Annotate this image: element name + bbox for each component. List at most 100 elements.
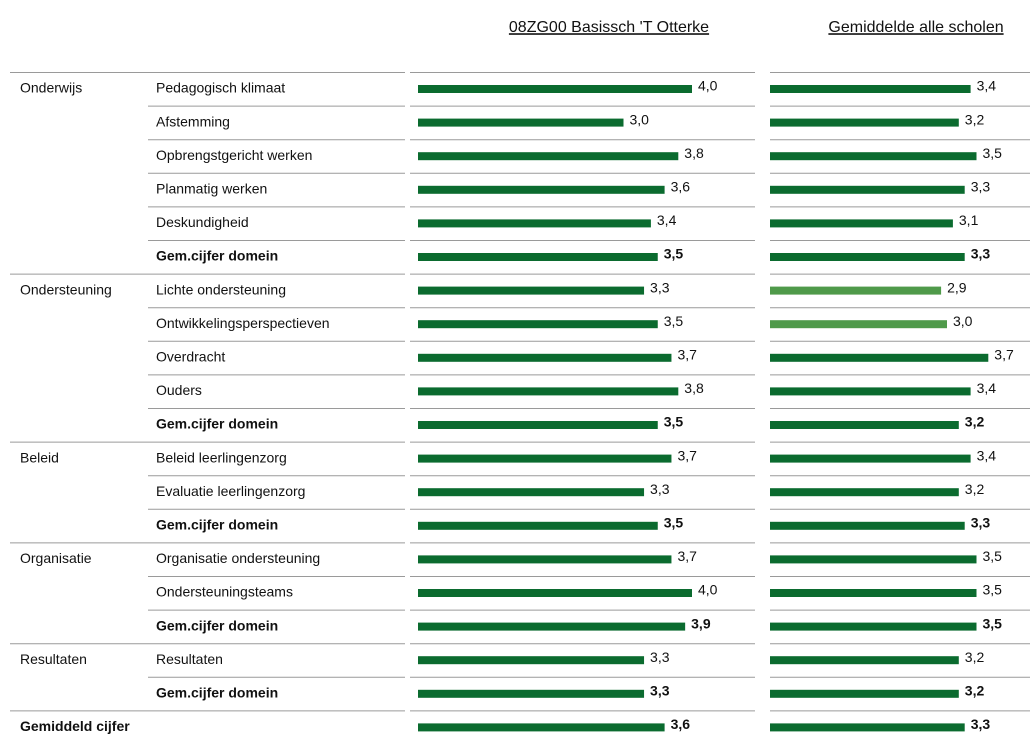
row-label: Evaluatie leerlingenzorg bbox=[156, 483, 305, 499]
school-value: 3,8 bbox=[684, 380, 704, 396]
average-bar bbox=[770, 286, 942, 295]
average-value: 2,9 bbox=[947, 279, 967, 295]
average-value: 3,3 bbox=[971, 246, 991, 262]
row-label: Opbrengstgericht werken bbox=[156, 147, 312, 163]
school-bar bbox=[418, 286, 645, 295]
school-bar bbox=[418, 656, 645, 665]
row-label: Gem.cijfer domein bbox=[156, 517, 278, 533]
school-value: 4,0 bbox=[698, 582, 718, 598]
domain-label: Gemiddeld cijfer bbox=[20, 718, 130, 734]
average-value: 3,2 bbox=[965, 111, 985, 127]
school-value: 3,3 bbox=[650, 279, 670, 295]
domain-label: Onderwijs bbox=[20, 80, 82, 96]
average-value: 3,5 bbox=[983, 548, 1003, 564]
school-heading: 08ZG00 Basissch 'T Otterke bbox=[509, 19, 709, 36]
school-value: 3,3 bbox=[650, 683, 670, 699]
school-value: 3,7 bbox=[677, 447, 697, 463]
school-bar bbox=[418, 521, 658, 530]
row-label: Ontwikkelingsperspectieven bbox=[156, 315, 330, 331]
school-value: 3,5 bbox=[664, 246, 684, 262]
school-bar bbox=[418, 555, 672, 564]
average-value: 3,4 bbox=[977, 447, 997, 463]
average-bar bbox=[770, 689, 959, 698]
school-bar bbox=[418, 488, 645, 497]
school-bar bbox=[418, 85, 692, 93]
average-value: 3,2 bbox=[965, 414, 985, 430]
row-label: Beleid leerlingenzorg bbox=[156, 449, 287, 465]
row-label: Lichte ondersteuning bbox=[156, 281, 286, 297]
row-label: Ouders bbox=[156, 382, 202, 398]
domain-label: Ondersteuning bbox=[20, 281, 112, 297]
average-bar bbox=[770, 253, 965, 261]
school-bar bbox=[418, 589, 692, 597]
domain-label: Organisatie bbox=[20, 550, 92, 566]
school-bar bbox=[418, 118, 624, 127]
school-bar bbox=[418, 622, 686, 631]
average-bar bbox=[770, 723, 965, 732]
row-label: Gem.cijfer domein bbox=[156, 416, 278, 432]
school-value: 3,6 bbox=[671, 716, 691, 732]
average-value: 3,7 bbox=[994, 347, 1014, 363]
average-bar bbox=[770, 421, 959, 429]
average-bar bbox=[770, 320, 947, 329]
domain-label: Beleid bbox=[20, 449, 59, 465]
school-bar bbox=[418, 253, 658, 261]
school-value: 3,5 bbox=[664, 414, 684, 430]
school-value: 3,7 bbox=[677, 347, 697, 363]
school-value: 3,4 bbox=[657, 212, 677, 228]
school-value: 3,6 bbox=[671, 179, 691, 195]
row-label: Gem.cijfer domein bbox=[156, 685, 278, 701]
school-bar bbox=[418, 723, 665, 732]
school-bar bbox=[418, 454, 672, 463]
average-heading: Gemiddelde alle scholen bbox=[828, 19, 1003, 36]
average-bar bbox=[770, 622, 977, 631]
domain-label: Resultaten bbox=[20, 651, 87, 667]
school-value: 3,8 bbox=[684, 145, 704, 161]
average-bar bbox=[770, 387, 971, 396]
average-bar bbox=[770, 85, 971, 93]
average-bar bbox=[770, 152, 977, 161]
school-bar bbox=[418, 185, 665, 194]
average-value: 3,3 bbox=[971, 515, 991, 531]
school-value: 3,3 bbox=[650, 481, 670, 497]
school-value: 3,9 bbox=[691, 615, 711, 631]
average-value: 3,0 bbox=[953, 313, 973, 329]
average-value: 3,4 bbox=[977, 78, 997, 94]
average-value: 3,1 bbox=[959, 212, 979, 228]
average-bar bbox=[770, 353, 989, 362]
average-bar bbox=[770, 185, 965, 194]
school-bar bbox=[418, 353, 672, 362]
row-label: Overdracht bbox=[156, 349, 225, 365]
average-bar bbox=[770, 488, 959, 497]
average-bar bbox=[770, 589, 977, 597]
average-value: 3,2 bbox=[965, 649, 985, 665]
average-bar bbox=[770, 454, 971, 463]
school-value: 3,0 bbox=[630, 111, 650, 127]
school-bar bbox=[418, 152, 679, 161]
school-bar bbox=[418, 219, 651, 228]
school-value: 3,5 bbox=[664, 313, 684, 329]
school-bar bbox=[418, 421, 658, 429]
average-value: 3,5 bbox=[983, 615, 1003, 631]
average-value: 3,3 bbox=[971, 179, 991, 195]
row-label: Organisatie ondersteuning bbox=[156, 550, 320, 566]
average-value: 3,5 bbox=[983, 582, 1003, 598]
school-value: 3,3 bbox=[650, 649, 670, 665]
average-bar bbox=[770, 118, 959, 127]
average-value: 3,5 bbox=[983, 145, 1003, 161]
school-value: 3,5 bbox=[664, 515, 684, 531]
school-bar bbox=[418, 387, 679, 396]
row-label: Deskundigheid bbox=[156, 214, 249, 230]
average-value: 3,3 bbox=[971, 716, 991, 732]
school-value: 4,0 bbox=[698, 78, 718, 94]
average-bar bbox=[770, 521, 965, 530]
school-value: 3,7 bbox=[677, 548, 697, 564]
average-value: 3,4 bbox=[977, 380, 997, 396]
average-value: 3,2 bbox=[965, 683, 985, 699]
row-label: Gem.cijfer domein bbox=[156, 617, 278, 633]
row-label: Ondersteuningsteams bbox=[156, 584, 293, 600]
row-label: Resultaten bbox=[156, 651, 223, 667]
row-label: Planmatig werken bbox=[156, 181, 267, 197]
average-bar bbox=[770, 555, 977, 564]
